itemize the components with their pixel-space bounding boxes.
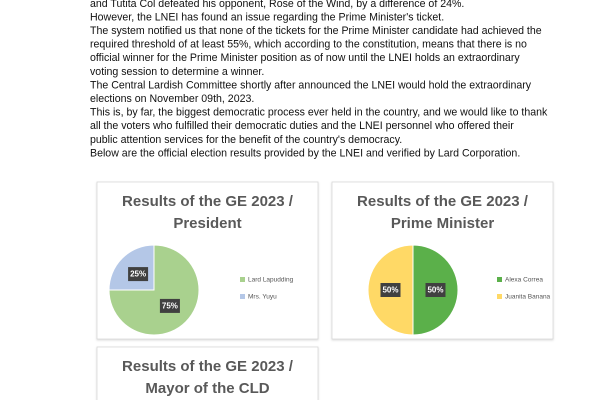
legend-label: Mrs. Yuyu bbox=[248, 294, 277, 301]
legend-label: Alexa Correa bbox=[505, 277, 543, 284]
body-text-line: and Tutita Col defeated his opponent, Ro… bbox=[90, 0, 464, 10]
chart-title: Results of the GE 2023 / bbox=[357, 193, 529, 210]
chart-title: President bbox=[173, 215, 241, 232]
legend-swatch bbox=[497, 294, 502, 299]
body-text-line: Below are the official election results … bbox=[90, 147, 520, 159]
data-label-box bbox=[128, 267, 149, 282]
body-text-line: public attention services for the benefi… bbox=[90, 134, 402, 146]
body-text-line: required threshold of at least 55%, whic… bbox=[90, 39, 527, 51]
legend-label: Lard Lapudding bbox=[248, 277, 294, 284]
chart-title: Prime Minister bbox=[391, 215, 495, 232]
legend-swatch bbox=[497, 277, 502, 282]
legend-swatch bbox=[240, 294, 245, 299]
legend-label: Juanita Banana bbox=[505, 294, 551, 301]
chart-title: Results of the GE 2023 / bbox=[122, 358, 294, 375]
body-text-line: This is, by far, the biggest democratic … bbox=[90, 107, 548, 119]
data-label-box bbox=[380, 283, 401, 297]
body-text-line: However, the LNEI has found an issue reg… bbox=[90, 11, 444, 23]
body-text-line: elections on November 09th, 2023. bbox=[90, 93, 254, 105]
body-text-line: The Central Lardish Committee shortly af… bbox=[90, 79, 532, 91]
legend-swatch bbox=[240, 277, 245, 282]
data-label: 50% bbox=[382, 286, 398, 295]
data-label: 75% bbox=[162, 302, 178, 311]
body-text-line: official winner for the Prime Minister p… bbox=[90, 52, 520, 64]
body-text-line: all the voters who fulfilled their democ… bbox=[90, 120, 514, 132]
chart-frame bbox=[96, 346, 319, 400]
chart-title: Results of the GE 2023 / bbox=[122, 193, 294, 210]
data-label-box bbox=[425, 283, 446, 297]
body-text-line: The system notified us that none of the … bbox=[90, 25, 542, 37]
data-label: 50% bbox=[427, 286, 443, 295]
data-label-box bbox=[159, 298, 180, 313]
chart-title: Mayor of the CLD bbox=[145, 380, 269, 397]
body-text-line: voting session to determine a winner. bbox=[90, 66, 264, 78]
data-label: 25% bbox=[130, 270, 146, 279]
